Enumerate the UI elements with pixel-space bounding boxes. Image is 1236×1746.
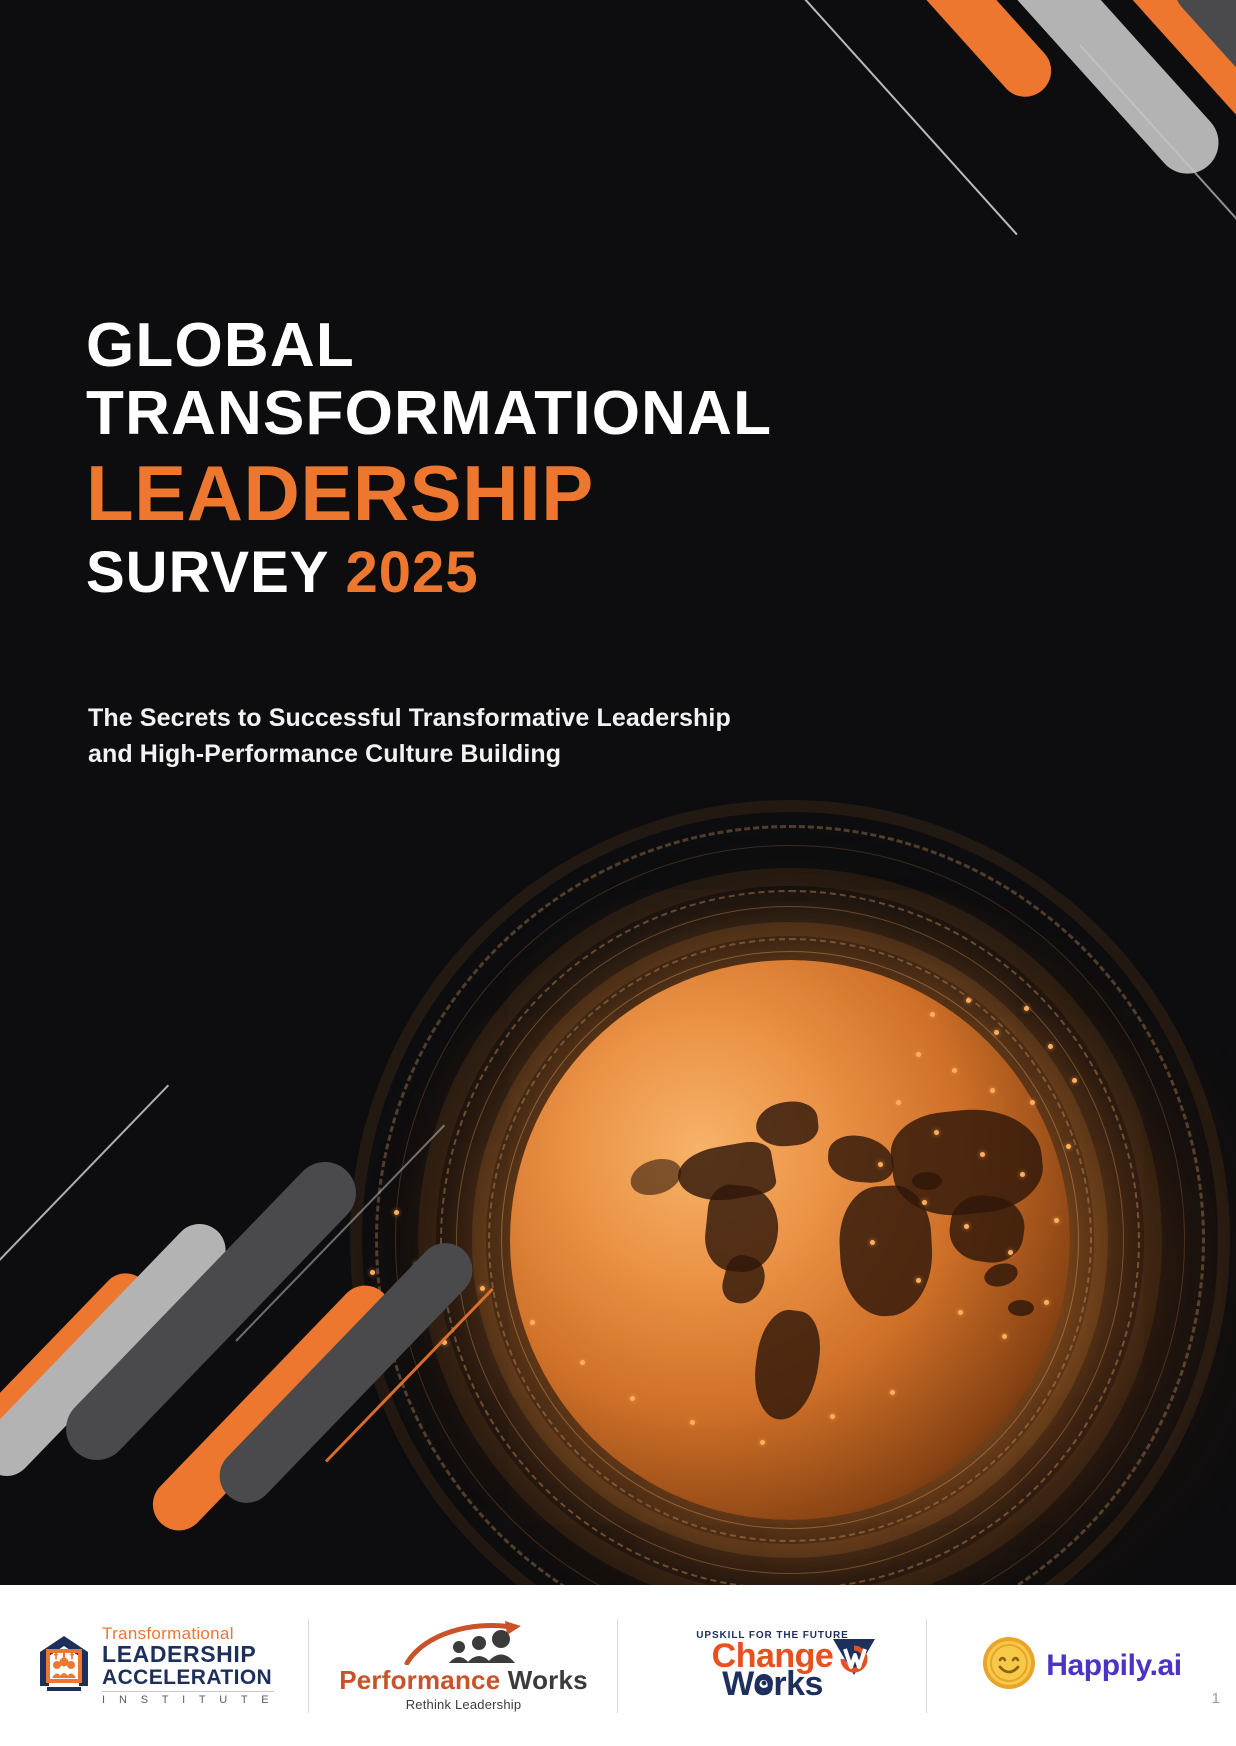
- title-line-leadership: LEADERSHIP: [86, 449, 594, 537]
- globe-ring-dashed-3: [488, 938, 1092, 1542]
- pw-wordmark: Performance Works: [339, 1667, 588, 1693]
- arrow-people-icon: [339, 1620, 588, 1665]
- pw-word-performance: Performance: [339, 1664, 501, 1695]
- tlai-line-2: LEADERSHIP: [102, 1641, 257, 1667]
- cw-monogram-icon: [825, 1633, 883, 1695]
- title-line-survey-year: SURVEY 2025: [86, 538, 1066, 608]
- logo-divider-3: [926, 1618, 927, 1713]
- tlai-line-4: I N S T I T U T E: [102, 1691, 274, 1706]
- footer-logo-bar: Transformational LEADERSHIP ACCELERATION…: [0, 1585, 1236, 1746]
- happily-wordmark: Happily.ai: [1046, 1648, 1182, 1682]
- title-survey-word: SURVEY: [86, 540, 329, 605]
- globe-graphic: [330, 800, 1236, 1585]
- pw-word-works: Works: [500, 1664, 588, 1695]
- logo-happily-ai: Happily.ai: [927, 1611, 1236, 1721]
- page-number: 1: [1211, 1690, 1220, 1707]
- house-people-icon: [35, 1632, 93, 1699]
- subtitle-line-2: and High-Performance Culture Building: [88, 740, 562, 768]
- globe-ring-solid-3: [501, 951, 1079, 1529]
- globe-ring-dashed-1: [375, 825, 1205, 1585]
- hero-background: GLOBAL TRANSFORMATIONAL LEADERSHIP SURVE…: [0, 0, 1236, 1585]
- subtitle-line-1: The Secrets to Successful Transformative…: [88, 704, 731, 732]
- pw-tagline: Rethink Leadership: [405, 1696, 522, 1712]
- logo-performance-works: Performance Works Rethink Leadership: [309, 1611, 618, 1721]
- smiley-coin-icon: [981, 1635, 1037, 1696]
- cover-title-block: GLOBAL TRANSFORMATIONAL LEADERSHIP SURVE…: [86, 312, 1066, 608]
- cw-gear-icon: [752, 1671, 776, 1699]
- logo-transformational-leadership-acceleration-institute: Transformational LEADERSHIP ACCELERATION…: [0, 1611, 309, 1721]
- cw-word-change: Change: [711, 1636, 834, 1675]
- title-line-transformational: TRANSFORMATIONAL: [86, 379, 773, 448]
- logo-divider-1: [308, 1618, 309, 1713]
- tlai-line-3: ACCELERATION: [102, 1666, 273, 1689]
- logo-divider-2: [617, 1618, 618, 1713]
- decor-bar-orange-top-1: [742, 0, 1062, 108]
- logo-change-works: UPSKILL FOR THE FUTURE Change Works: [618, 1611, 927, 1721]
- title-year: 2025: [345, 540, 479, 605]
- globe-continents: [510, 960, 1070, 1520]
- cover-subtitle: The Secrets to Successful Transformative…: [88, 700, 968, 772]
- globe-ring-dashed-2: [440, 890, 1140, 1585]
- tlai-line-1: Transformational: [102, 1624, 234, 1643]
- globe-ring-solid-2: [456, 906, 1124, 1574]
- title-line-global: GLOBAL: [86, 311, 355, 380]
- cw-tagline: UPSKILL FOR THE FUTURE: [696, 1629, 849, 1641]
